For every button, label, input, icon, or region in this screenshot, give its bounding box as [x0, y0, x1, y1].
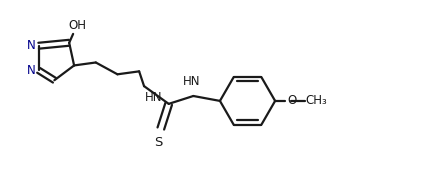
Text: N: N [27, 39, 36, 52]
Text: OH: OH [68, 19, 86, 32]
Text: HN: HN [183, 75, 200, 88]
Text: HN: HN [145, 91, 162, 104]
Text: N: N [27, 64, 36, 77]
Text: S: S [154, 136, 162, 149]
Text: CH₃: CH₃ [306, 94, 327, 107]
Text: O: O [287, 94, 296, 107]
